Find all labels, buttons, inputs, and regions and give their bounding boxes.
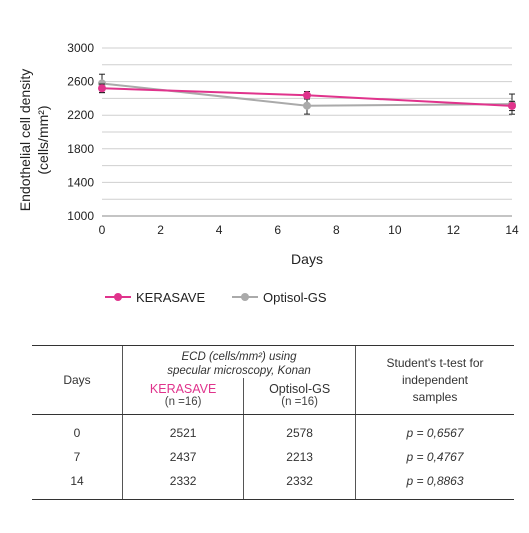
- legend-label: Optisol-GS: [263, 290, 327, 305]
- ecd-table: Days ECD (cells/mm²) using specular micr…: [32, 345, 514, 500]
- grid-lines: [102, 47, 512, 217]
- x-tick-labels: 0 2 4 6 8 10 12 14: [99, 223, 519, 237]
- header-ttest-line3: samples: [412, 389, 458, 404]
- x-tick-label: 14: [505, 223, 519, 237]
- cell-kerasave: 2332: [121, 469, 244, 500]
- y-tick-label: 1000: [67, 209, 94, 223]
- legend-swatch-marker: [241, 293, 249, 301]
- cell-kerasave: 2437: [121, 445, 244, 469]
- header-kerasave: KERASAVE: [121, 378, 244, 396]
- legend-item-optisol-gs: Optisol-GS: [232, 290, 327, 305]
- header-days: Days: [32, 345, 123, 415]
- y-tick-label: 1800: [67, 142, 94, 156]
- cell-p-value: p = 0,4767: [355, 445, 514, 469]
- header-ecd: ECD (cells/mm²) using specular microscop…: [122, 345, 356, 378]
- cell-p-value: p = 0,6567: [355, 414, 514, 445]
- x-tick-label: 2: [157, 223, 164, 237]
- y-tick-label: 2200: [67, 108, 94, 122]
- cell-day: 14: [32, 469, 123, 500]
- data-point-kerasave: [303, 91, 311, 100]
- y-axis-title: Endothelial cell density (cells/mm²): [17, 69, 51, 211]
- x-tick-label: 8: [333, 223, 340, 237]
- table-row: 7 2437 2213 p = 0,4767: [32, 445, 514, 469]
- header-optisol: Optisol-GS: [243, 378, 356, 396]
- series-kerasave: [98, 83, 516, 112]
- x-tick-label: 6: [274, 223, 281, 237]
- data-point-kerasave: [98, 84, 106, 93]
- header-ecd-line2: specular microscopy, Konan: [167, 365, 311, 377]
- cell-day: 0: [73, 426, 81, 440]
- header-optisol-n: (n =16): [243, 396, 356, 415]
- x-tick-label: 12: [447, 223, 461, 237]
- y-tick-labels: 1000 1400 1800 2200 2600 3000: [67, 41, 94, 223]
- header-ttest-line2: independent: [401, 372, 469, 387]
- data-point-kerasave: [508, 101, 516, 110]
- cell-optisol: 2213: [243, 445, 356, 469]
- legend-item-kerasave: KERASAVE: [105, 290, 205, 305]
- line-chart: 1000 1400 1800 2200 2600 3000 0 2 4 6 8 10 12 14 Day…: [17, 41, 519, 305]
- series-layer: [98, 73, 516, 115]
- x-tick-label: 0: [99, 223, 106, 237]
- legend-label: KERASAVE: [136, 290, 205, 305]
- y-axis-title-line2: (cells/mm²): [35, 105, 51, 174]
- table-row: 0 2521 2578 p = 0,6567: [32, 414, 514, 445]
- legend: KERASAVE Optisol-GS: [105, 290, 327, 305]
- cell-optisol: 2332: [243, 469, 356, 500]
- data-point-optisol-gs: [303, 101, 311, 110]
- y-axis-title-line1: Endothelial cell density: [17, 69, 33, 211]
- cell-p-value: p = 0,8863: [355, 469, 514, 500]
- cell-optisol: 2578: [243, 414, 356, 445]
- header-ttest: Student's t-test for independent samples: [355, 345, 514, 415]
- cell-day: 7: [73, 450, 81, 464]
- table-row: 14 2332 2332 p = 0,8863: [32, 469, 514, 500]
- x-tick-label: 4: [216, 223, 223, 237]
- x-axis-title: Days: [291, 251, 323, 267]
- cell-kerasave: 2521: [121, 414, 244, 445]
- y-tick-label: 1400: [67, 175, 94, 189]
- y-tick-label: 2600: [67, 75, 94, 89]
- x-tick-label: 10: [388, 223, 402, 237]
- legend-swatch-marker: [114, 293, 122, 301]
- y-tick-label: 3000: [67, 41, 94, 55]
- header-ecd-line1: ECD (cells/mm²) using: [181, 351, 297, 363]
- header-ttest-line1: Student's t-test for: [386, 355, 484, 370]
- header-kerasave-n: (n =16): [121, 396, 244, 415]
